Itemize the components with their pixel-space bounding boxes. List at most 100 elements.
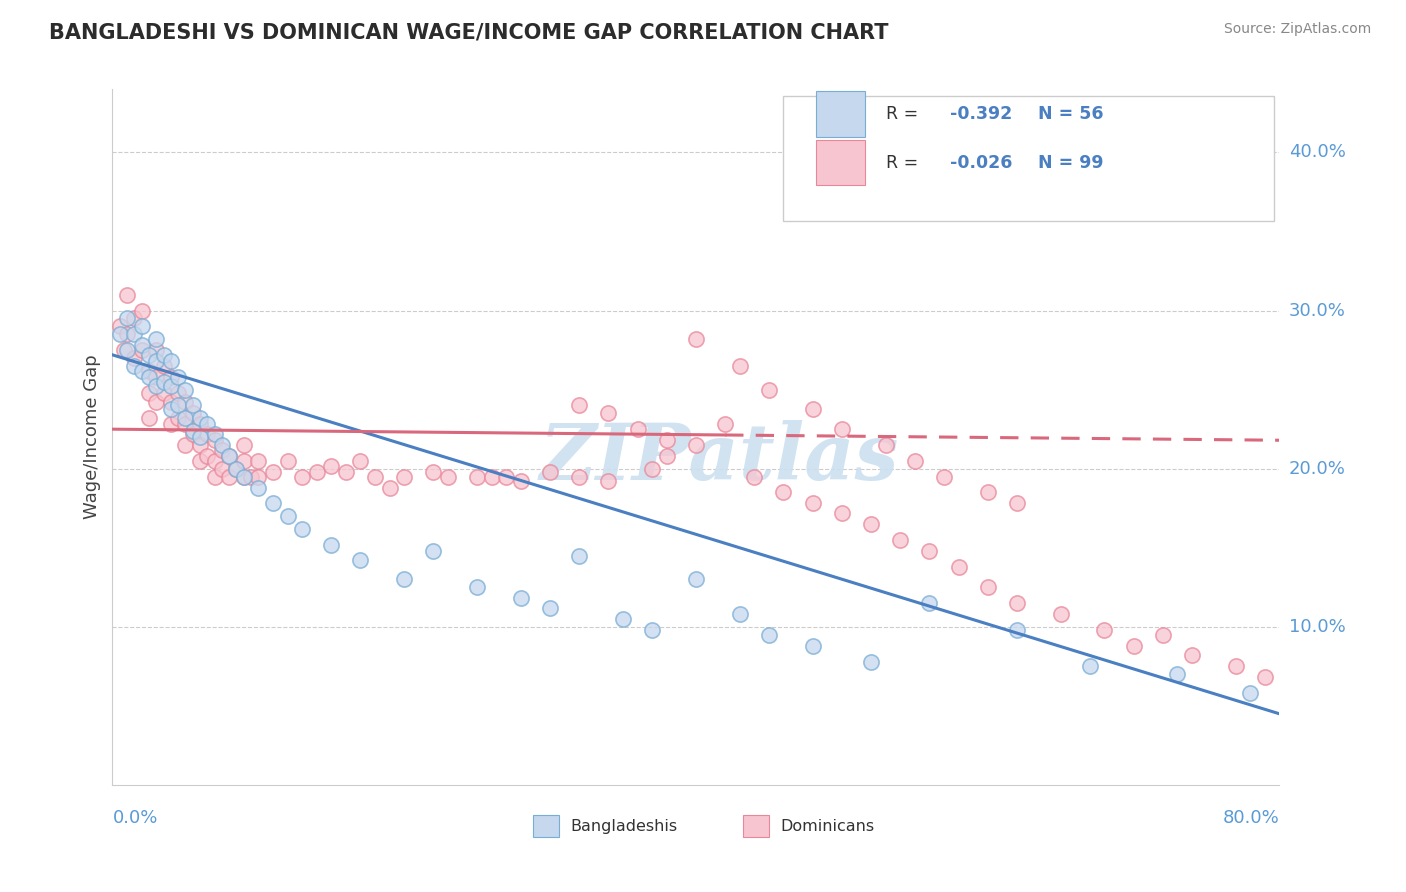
Point xyxy=(160,370,183,384)
Point xyxy=(831,422,853,436)
Point xyxy=(1122,639,1144,653)
Point xyxy=(131,343,153,357)
Text: -0.392: -0.392 xyxy=(950,105,1012,123)
Point xyxy=(465,580,488,594)
Point xyxy=(138,385,160,400)
Point xyxy=(714,417,737,432)
Point xyxy=(247,454,270,468)
Point xyxy=(321,538,343,552)
Point xyxy=(262,465,284,479)
Point xyxy=(262,496,284,510)
Point xyxy=(160,354,183,368)
Point xyxy=(152,348,174,362)
Point xyxy=(174,411,197,425)
Point xyxy=(321,458,343,473)
Point xyxy=(568,469,591,483)
Point xyxy=(145,379,167,393)
Point xyxy=(160,379,183,393)
Point xyxy=(124,311,146,326)
Point xyxy=(131,338,153,352)
Point xyxy=(612,612,634,626)
Point xyxy=(394,573,416,587)
Point xyxy=(195,417,218,432)
Text: 0.0%: 0.0% xyxy=(112,809,157,827)
Point xyxy=(481,469,503,483)
Point xyxy=(108,327,131,342)
Point xyxy=(1225,659,1247,673)
Text: R =: R = xyxy=(886,105,924,123)
Point xyxy=(976,580,998,594)
Point xyxy=(247,469,270,483)
Point xyxy=(138,370,160,384)
Point xyxy=(181,426,204,441)
Point xyxy=(124,327,146,342)
Point xyxy=(801,401,824,416)
Point xyxy=(167,370,190,384)
Point xyxy=(232,454,254,468)
Point xyxy=(568,549,591,563)
Point xyxy=(335,465,357,479)
Point xyxy=(685,438,707,452)
Point xyxy=(948,559,970,574)
Point xyxy=(188,438,211,452)
Point xyxy=(598,406,620,420)
Point xyxy=(145,354,167,368)
Point xyxy=(174,417,197,432)
Point xyxy=(152,375,174,389)
Point xyxy=(509,475,531,489)
Point xyxy=(641,623,664,637)
Point xyxy=(918,596,941,610)
Point xyxy=(655,449,678,463)
Point xyxy=(247,481,270,495)
Point xyxy=(291,469,314,483)
Text: Bangladeshis: Bangladeshis xyxy=(571,819,678,833)
Point xyxy=(1049,607,1071,622)
Point xyxy=(276,454,298,468)
Point xyxy=(181,399,204,413)
Y-axis label: Wage/Income Gap: Wage/Income Gap xyxy=(83,355,101,519)
Point xyxy=(394,469,416,483)
Point xyxy=(124,351,146,365)
Point xyxy=(211,461,233,475)
Point xyxy=(305,465,328,479)
Point xyxy=(568,399,591,413)
Point xyxy=(167,385,190,400)
Point xyxy=(1239,686,1261,700)
Text: N = 99: N = 99 xyxy=(1038,153,1104,171)
Point xyxy=(728,359,751,373)
Point xyxy=(204,469,226,483)
Point xyxy=(218,449,240,463)
Point xyxy=(465,469,488,483)
Point xyxy=(860,516,883,531)
Point xyxy=(211,438,233,452)
Point xyxy=(904,454,927,468)
Text: BANGLADESHI VS DOMINICAN WAGE/INCOME GAP CORRELATION CHART: BANGLADESHI VS DOMINICAN WAGE/INCOME GAP… xyxy=(49,22,889,42)
Point xyxy=(131,319,153,334)
Point xyxy=(218,449,240,463)
Text: 20.0%: 20.0% xyxy=(1289,459,1346,478)
Text: 10.0%: 10.0% xyxy=(1289,618,1346,636)
Text: -0.026: -0.026 xyxy=(950,153,1012,171)
Text: 80.0%: 80.0% xyxy=(1223,809,1279,827)
Point xyxy=(1152,628,1174,642)
Point xyxy=(831,506,853,520)
Point xyxy=(145,370,167,384)
Point xyxy=(138,364,160,378)
Point xyxy=(131,364,153,378)
Point xyxy=(1005,623,1028,637)
Point xyxy=(758,628,780,642)
Point xyxy=(889,533,911,547)
Text: N = 56: N = 56 xyxy=(1038,105,1104,123)
Point xyxy=(1181,648,1204,663)
Point xyxy=(167,399,190,413)
Point xyxy=(685,332,707,346)
Point xyxy=(538,600,561,615)
Point xyxy=(1005,496,1028,510)
Point xyxy=(1166,667,1188,681)
Point xyxy=(204,454,226,468)
Point xyxy=(495,469,517,483)
Point xyxy=(188,430,211,444)
Point xyxy=(160,417,183,432)
Point xyxy=(1094,623,1116,637)
Point xyxy=(112,343,135,357)
